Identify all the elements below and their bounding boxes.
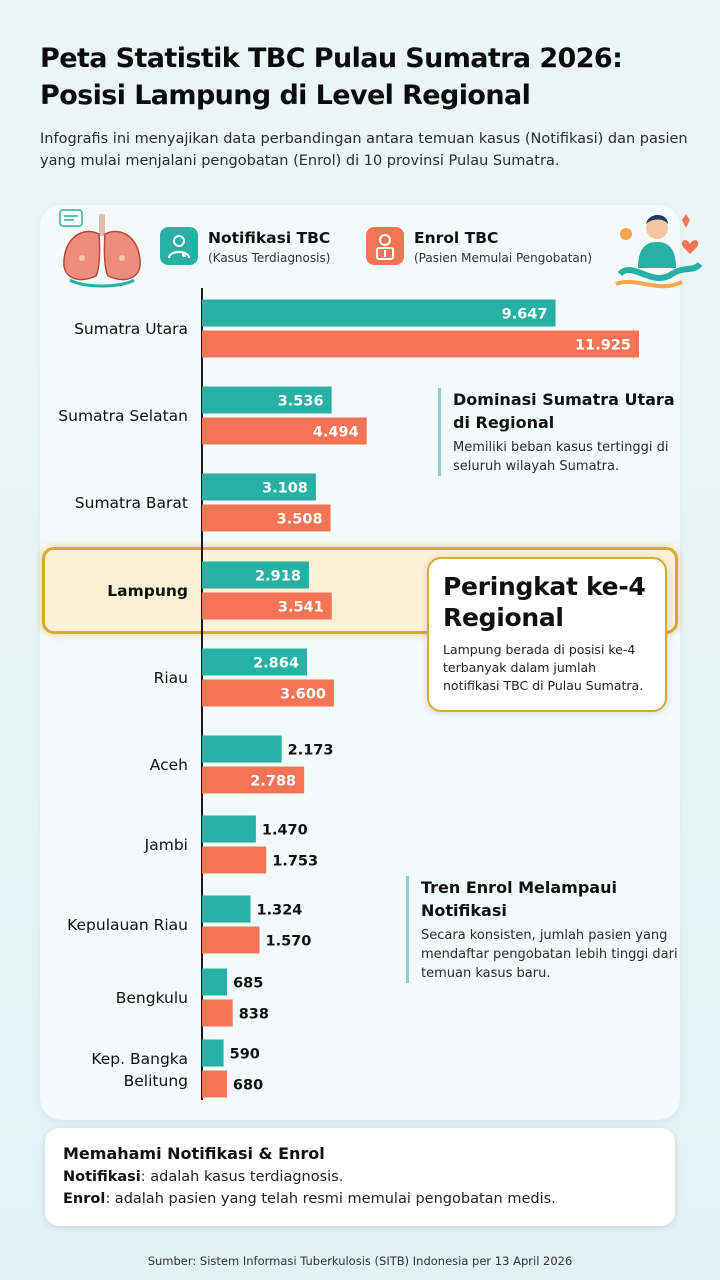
category-label: Sumatra Selatan (58, 407, 188, 425)
bar-enrol (202, 846, 267, 874)
patient-icon (366, 227, 404, 265)
def-notifikasi: : adalah kasus terdiagnosis. (140, 1169, 344, 1185)
bar-notifikasi (202, 815, 256, 843)
source-note: Sumber: Sistem Informasi Tuberkulosis (S… (147, 1254, 573, 1268)
category-label: Kep. Bangka Belitung (91, 1050, 188, 1090)
note-tren-title: Tren Enrol Melampaui Notifikasi (421, 878, 617, 920)
bar-enrol (202, 766, 305, 794)
bar-enrol (202, 1070, 227, 1098)
bar-enrol (202, 417, 367, 445)
category-label: Sumatra Barat (75, 494, 188, 512)
value-label-notifikasi: 685 (233, 976, 263, 992)
bar-enrol (202, 592, 332, 620)
value-label-notifikasi: 3.536 (278, 394, 324, 410)
bar-notifikasi (202, 648, 307, 676)
value-label-enrol: 680 (233, 1078, 263, 1094)
note-dominasi: Dominasi Sumatra Utara di Regional Memil… (438, 388, 678, 476)
page-title: Peta Statistik TBC Pulau Sumatra 2026: P… (40, 43, 623, 111)
definition-enrol: Enrol: adalah pasien yang telah resmi me… (63, 1188, 657, 1210)
category-label: Lampung (107, 582, 188, 600)
note-dominasi-title: Dominasi Sumatra Utara di Regional (453, 390, 675, 432)
legend-notif-title: Notifikasi TBC (208, 229, 331, 247)
value-label-notifikasi: 9.647 (502, 307, 548, 323)
rank-callout: Peringkat ke-4 Regional Lampung berada d… (427, 557, 667, 712)
value-label-notifikasi: 2.918 (255, 569, 301, 585)
value-label-enrol: 4.494 (313, 425, 359, 441)
value-label-enrol: 3.600 (280, 687, 326, 703)
note-tren: Tren Enrol Melampaui Notifikasi Secara k… (406, 876, 678, 983)
note-dominasi-text: Memiliki beban kasus tertinggi di seluru… (453, 440, 669, 474)
bar-notifikasi (202, 968, 228, 996)
value-label-enrol: 1.570 (266, 934, 312, 950)
legend-notif-sub: (Kasus Terdiagnosis) (208, 251, 331, 265)
value-label-enrol: 838 (239, 1007, 269, 1023)
lungs-icon (59, 209, 141, 288)
healthy-person-icon (615, 214, 702, 289)
value-label-notifikasi: 590 (230, 1047, 260, 1063)
rank-title: Peringkat ke-4 Regional (443, 572, 646, 632)
value-label-enrol: 1.753 (272, 854, 318, 870)
bar-notifikasi (202, 561, 309, 589)
legend-enrol-sub: (Pasien Memulai Pengobatan) (414, 251, 593, 265)
bar-enrol (202, 999, 233, 1027)
rank-text: Lampung berada di posisi ke-4 terbanyak … (443, 642, 644, 693)
term-enrol: Enrol (63, 1191, 106, 1207)
category-label: Kepulauan Riau (67, 916, 188, 934)
definition-title: Memahami Notifikasi & Enrol (63, 1144, 325, 1163)
category-label: Sumatra Utara (74, 320, 188, 338)
value-label-notifikasi: 2.173 (288, 743, 334, 759)
definition-notifikasi: Notifikasi: adalah kasus terdiagnosis. (63, 1166, 657, 1188)
bar-notifikasi (202, 895, 251, 923)
value-label-enrol: 11.925 (575, 338, 631, 354)
bar-notifikasi (202, 386, 332, 414)
note-tren-text: Secara konsisten, jumlah pasien yang men… (421, 928, 678, 981)
value-label-notifikasi: 1.324 (257, 903, 303, 919)
page-subtitle: Infografis ini menyajikan data perbandin… (40, 131, 688, 169)
bar-enrol (202, 504, 331, 532)
value-label-notifikasi: 2.864 (253, 656, 299, 672)
category-label: Aceh (150, 756, 188, 774)
bar-notifikasi (202, 473, 316, 501)
category-label: Jambi (144, 836, 188, 854)
definition-box: Memahami Notifikasi & Enrol Notifikasi: … (45, 1128, 675, 1226)
value-label-enrol: 2.788 (250, 774, 296, 790)
doctor-icon (160, 227, 198, 265)
bar-enrol (202, 330, 639, 358)
value-label-enrol: 3.541 (278, 600, 324, 616)
value-label-notifikasi: 3.108 (262, 481, 308, 497)
value-label-notifikasi: 1.470 (262, 823, 308, 839)
bar-notifikasi (202, 735, 282, 763)
legend-enrol-title: Enrol TBC (414, 229, 499, 247)
legend-enrol: Enrol TBC (Pasien Memulai Pengobatan) (366, 225, 616, 273)
bar-notifikasi (202, 299, 556, 327)
value-label-enrol: 3.508 (277, 512, 323, 528)
term-notifikasi: Notifikasi (63, 1169, 141, 1185)
bar-notifikasi (202, 1039, 224, 1067)
bar-enrol (202, 926, 260, 954)
category-label: Riau (154, 669, 188, 687)
bar-enrol (202, 679, 334, 707)
legend-notifikasi: Notifikasi TBC (Kasus Terdiagnosis) (160, 225, 360, 273)
def-enrol: : adalah pasien yang telah resmi memulai… (105, 1191, 556, 1207)
category-label: Bengkulu (116, 989, 188, 1007)
